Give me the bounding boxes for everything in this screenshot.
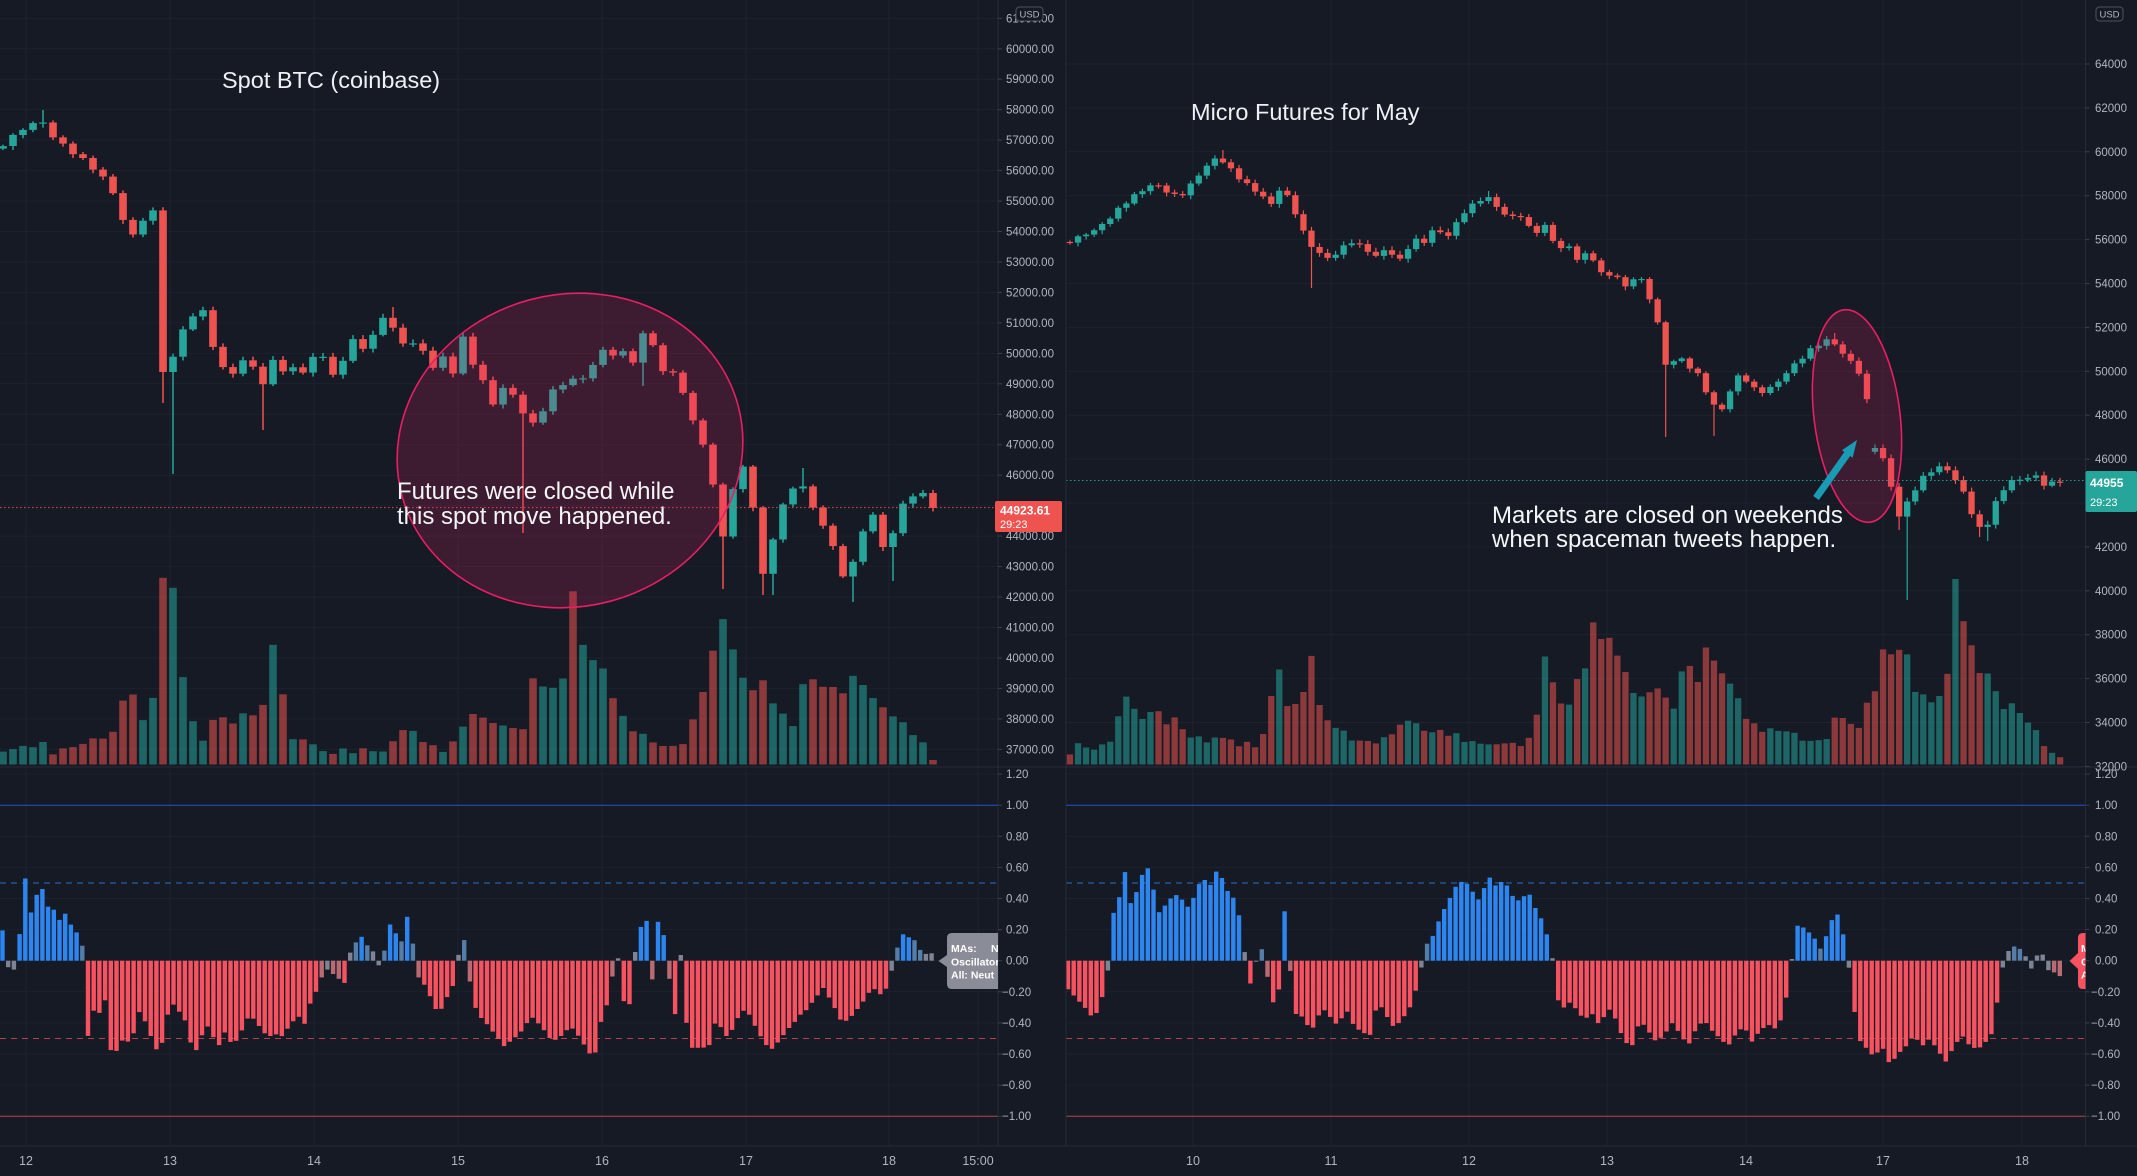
svg-text:41000.00: 41000.00 xyxy=(1006,623,1054,635)
svg-text:38000.00: 38000.00 xyxy=(1006,714,1054,726)
svg-text:0.20: 0.20 xyxy=(2095,925,2117,937)
svg-text:MA: MA xyxy=(2081,943,2098,955)
svg-text:10: 10 xyxy=(1186,1154,1200,1168)
svg-text:44923.61: 44923.61 xyxy=(1000,504,1050,518)
svg-text:52000: 52000 xyxy=(2095,322,2127,334)
svg-text:48000.00: 48000.00 xyxy=(1006,409,1054,421)
svg-text:−0.40: −0.40 xyxy=(2091,1018,2120,1030)
svg-text:All: Neut: All: Neut xyxy=(951,970,995,982)
svg-text:USD: USD xyxy=(1019,10,1039,21)
svg-text:56000: 56000 xyxy=(2095,235,2127,247)
svg-text:32000: 32000 xyxy=(2095,761,2127,773)
svg-text:50000: 50000 xyxy=(2095,366,2127,378)
svg-text:51000.00: 51000.00 xyxy=(1006,318,1054,330)
svg-text:Al: Al xyxy=(2081,970,2092,982)
svg-text:−1.00: −1.00 xyxy=(2091,1111,2120,1123)
svg-text:56000.00: 56000.00 xyxy=(1006,166,1054,178)
svg-text:36000: 36000 xyxy=(2095,674,2127,686)
svg-text:50000.00: 50000.00 xyxy=(1006,348,1054,360)
svg-text:when spaceman tweets happen.: when spaceman tweets happen. xyxy=(1491,526,1836,553)
svg-text:0.80: 0.80 xyxy=(1006,831,1028,843)
svg-text:42000: 42000 xyxy=(2095,542,2127,554)
svg-text:USD: USD xyxy=(2099,10,2119,21)
svg-text:0.60: 0.60 xyxy=(2095,862,2117,874)
svg-text:0.60: 0.60 xyxy=(1006,862,1028,874)
svg-text:−0.60: −0.60 xyxy=(1002,1049,1031,1061)
svg-text:14: 14 xyxy=(307,1154,321,1168)
svg-text:−0.80: −0.80 xyxy=(2091,1080,2120,1092)
svg-text:48000: 48000 xyxy=(2095,410,2127,422)
svg-text:Micro Futures for May: Micro Futures for May xyxy=(1191,99,1420,125)
svg-text:15: 15 xyxy=(451,1154,465,1168)
svg-text:42000.00: 42000.00 xyxy=(1006,592,1054,604)
svg-text:60000.00: 60000.00 xyxy=(1006,44,1054,56)
svg-text:57000.00: 57000.00 xyxy=(1006,135,1054,147)
svg-text:46000: 46000 xyxy=(2095,454,2127,466)
svg-text:18: 18 xyxy=(882,1154,896,1168)
svg-text:−0.20: −0.20 xyxy=(2091,987,2120,999)
svg-text:Spot BTC (coinbase): Spot BTC (coinbase) xyxy=(222,67,440,93)
svg-text:54000: 54000 xyxy=(2095,279,2127,291)
svg-text:47000.00: 47000.00 xyxy=(1006,440,1054,452)
svg-text:37000.00: 37000.00 xyxy=(1006,744,1054,756)
svg-text:15:00: 15:00 xyxy=(962,1154,993,1168)
svg-text:1.00: 1.00 xyxy=(2095,800,2117,812)
svg-text:14: 14 xyxy=(1739,1154,1753,1168)
svg-text:17: 17 xyxy=(1876,1154,1890,1168)
svg-text:−0.80: −0.80 xyxy=(1002,1080,1031,1092)
svg-text:0.40: 0.40 xyxy=(2095,894,2117,906)
svg-text:MAs:: MAs: xyxy=(951,943,977,955)
svg-text:58000.00: 58000.00 xyxy=(1006,105,1054,117)
svg-text:46000.00: 46000.00 xyxy=(1006,470,1054,482)
svg-text:53000.00: 53000.00 xyxy=(1006,257,1054,269)
svg-text:13: 13 xyxy=(1600,1154,1614,1168)
svg-text:12: 12 xyxy=(19,1154,33,1168)
svg-text:0.80: 0.80 xyxy=(2095,831,2117,843)
svg-text:13: 13 xyxy=(163,1154,177,1168)
svg-text:29:23: 29:23 xyxy=(1000,519,1028,531)
svg-text:−0.40: −0.40 xyxy=(1002,1018,1031,1030)
svg-text:−1.00: −1.00 xyxy=(1002,1111,1031,1123)
svg-text:16: 16 xyxy=(595,1154,609,1168)
svg-text:29:23: 29:23 xyxy=(2090,497,2118,509)
svg-text:this spot move happened.: this spot move happened. xyxy=(397,503,672,530)
svg-text:44000.00: 44000.00 xyxy=(1006,531,1054,543)
svg-text:49000.00: 49000.00 xyxy=(1006,379,1054,391)
svg-text:0.20: 0.20 xyxy=(1006,925,1028,937)
svg-text:1.00: 1.00 xyxy=(1006,800,1028,812)
svg-text:1.20: 1.20 xyxy=(1006,769,1028,781)
svg-text:0.00: 0.00 xyxy=(1006,956,1028,968)
svg-text:34000: 34000 xyxy=(2095,718,2127,730)
svg-text:59000.00: 59000.00 xyxy=(1006,74,1054,86)
svg-text:62000: 62000 xyxy=(2095,103,2127,115)
svg-text:64000: 64000 xyxy=(2095,59,2127,71)
svg-text:11: 11 xyxy=(1325,1154,1338,1168)
svg-text:52000.00: 52000.00 xyxy=(1006,287,1054,299)
svg-text:12: 12 xyxy=(1462,1154,1476,1168)
svg-text:Oscillators: Oscillators xyxy=(951,957,1005,969)
svg-text:54000.00: 54000.00 xyxy=(1006,227,1054,239)
svg-text:Ne: Ne xyxy=(991,943,1005,955)
svg-text:0.00: 0.00 xyxy=(2095,956,2117,968)
svg-text:39000.00: 39000.00 xyxy=(1006,683,1054,695)
svg-text:58000: 58000 xyxy=(2095,191,2127,203)
svg-text:1.20: 1.20 xyxy=(2095,769,2117,781)
svg-text:−0.20: −0.20 xyxy=(1002,987,1031,999)
svg-text:60000: 60000 xyxy=(2095,147,2127,159)
svg-text:38000: 38000 xyxy=(2095,630,2127,642)
svg-text:40000.00: 40000.00 xyxy=(1006,653,1054,665)
svg-text:Futures were closed while: Futures were closed while xyxy=(397,478,674,505)
svg-text:40000: 40000 xyxy=(2095,586,2127,598)
svg-text:Os: Os xyxy=(2081,957,2095,969)
svg-text:−0.60: −0.60 xyxy=(2091,1049,2120,1061)
svg-text:Markets are closed on weekends: Markets are closed on weekends xyxy=(1492,502,1843,529)
svg-text:0.40: 0.40 xyxy=(1006,894,1028,906)
svg-text:44955: 44955 xyxy=(2090,476,2124,490)
svg-text:17: 17 xyxy=(739,1154,753,1168)
svg-text:18: 18 xyxy=(2015,1154,2029,1168)
svg-text:43000.00: 43000.00 xyxy=(1006,562,1054,574)
svg-text:55000.00: 55000.00 xyxy=(1006,196,1054,208)
